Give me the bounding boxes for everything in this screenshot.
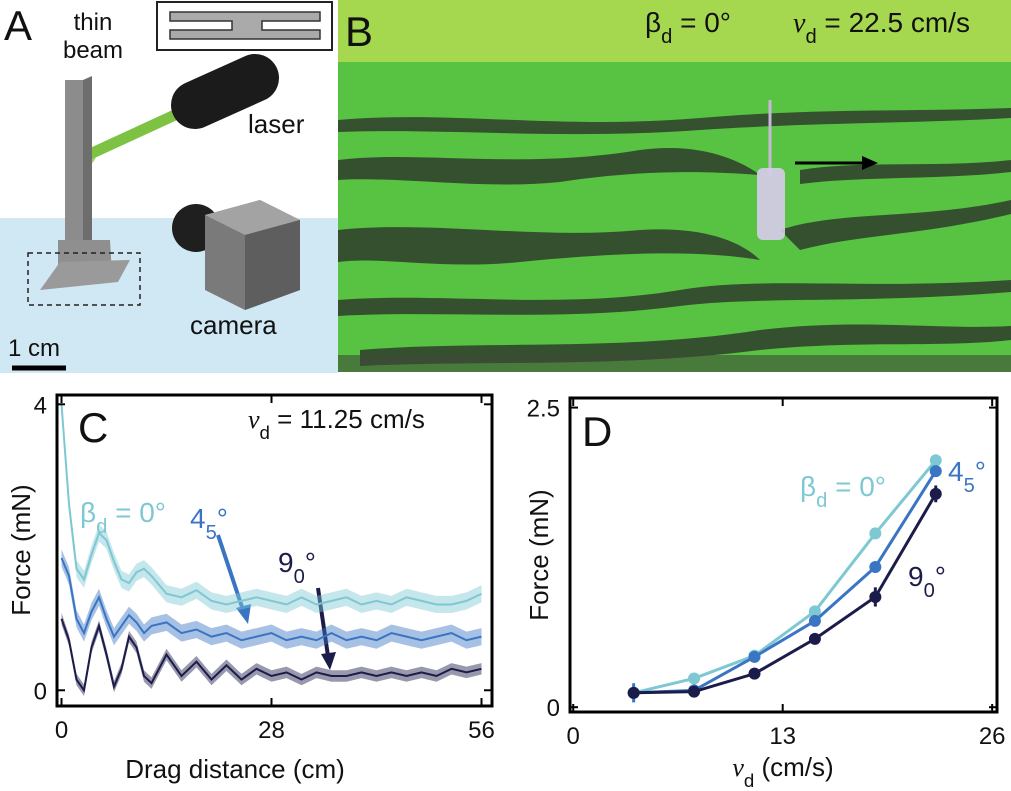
data-point bbox=[808, 605, 821, 618]
y-tick-label: 0 bbox=[34, 678, 47, 705]
beam-side bbox=[83, 76, 92, 250]
laser-beam bbox=[85, 103, 193, 160]
data-point bbox=[929, 465, 942, 478]
data-point bbox=[627, 686, 640, 699]
plot-frame bbox=[568, 396, 999, 714]
angle-label: βd = 0° bbox=[645, 7, 731, 48]
y-tick-label: 2.5 bbox=[527, 396, 560, 423]
data-point bbox=[929, 487, 942, 500]
y-tick-label: 0 bbox=[547, 695, 560, 722]
panel-label: C bbox=[78, 404, 108, 451]
data-line bbox=[633, 470, 938, 695]
data-line bbox=[60, 404, 482, 606]
data-point bbox=[748, 650, 761, 663]
beam-label: thin bbox=[74, 9, 113, 36]
y-axis-label: Force (mN) bbox=[6, 484, 36, 615]
data-point bbox=[808, 632, 821, 645]
zoom-box bbox=[27, 252, 141, 306]
annotation-arrowhead bbox=[236, 604, 251, 624]
data-point bbox=[688, 672, 701, 685]
data-line bbox=[633, 459, 937, 695]
data-point bbox=[869, 560, 882, 573]
x-tick-label: 28 bbox=[258, 717, 285, 744]
y-tick-label: 4 bbox=[34, 392, 47, 419]
annotation-arrow bbox=[216, 534, 245, 611]
x-axis-label: Drag distance (cm) bbox=[125, 754, 345, 784]
series-label: 45° bbox=[190, 503, 228, 544]
x-tick-label: 0 bbox=[55, 717, 68, 744]
wave-stripes bbox=[338, 108, 1011, 366]
inset-beam bbox=[169, 11, 321, 40]
panel-label: A bbox=[4, 2, 32, 49]
data-line bbox=[633, 493, 938, 695]
base-foot bbox=[40, 260, 130, 290]
series-label: βd = 0° bbox=[800, 471, 886, 512]
data-point bbox=[748, 667, 761, 680]
data-point bbox=[869, 527, 882, 540]
x-tick-label: 56 bbox=[468, 717, 495, 744]
x-tick-label: 26 bbox=[979, 723, 1006, 750]
laser-label: laser bbox=[248, 109, 305, 139]
series-label: βd = 0° bbox=[80, 497, 166, 538]
plot-frame bbox=[55, 393, 494, 708]
camera-side bbox=[245, 220, 300, 310]
speed-label: vd = 22.5 cm/s bbox=[793, 7, 970, 48]
data-point bbox=[929, 454, 942, 467]
x-tick-label: 13 bbox=[769, 723, 796, 750]
panel-label: B bbox=[345, 8, 373, 55]
photo-wall bbox=[338, 0, 1011, 62]
data-line bbox=[60, 618, 482, 693]
photo-edge bbox=[338, 355, 1011, 372]
series-label: 45° bbox=[948, 456, 986, 497]
x-tick-label: 0 bbox=[567, 723, 580, 750]
camera-label: camera bbox=[190, 310, 277, 340]
laser-device bbox=[171, 54, 279, 129]
scale-label: 1 cm bbox=[8, 335, 60, 362]
data-point bbox=[808, 614, 821, 627]
error-band bbox=[61, 549, 482, 649]
data-point bbox=[869, 590, 882, 603]
beam-front bbox=[65, 80, 83, 250]
probe bbox=[757, 168, 785, 240]
series-label: 90° bbox=[908, 561, 946, 602]
series-label: 90° bbox=[278, 547, 316, 588]
annotation-arrowhead bbox=[321, 652, 336, 670]
panel-label: D bbox=[582, 408, 612, 455]
beam-label: beam bbox=[63, 37, 123, 64]
annotation: vd = 11.25 cm/s bbox=[248, 404, 425, 443]
x-axis-label: vd (cm/s) bbox=[732, 752, 833, 791]
y-axis-label: Force (mN) bbox=[524, 489, 554, 620]
data-line bbox=[60, 557, 482, 642]
data-point bbox=[688, 685, 701, 698]
drag-arrowhead bbox=[862, 156, 878, 170]
annotation-arrow bbox=[316, 587, 330, 657]
camera-top bbox=[205, 200, 300, 235]
